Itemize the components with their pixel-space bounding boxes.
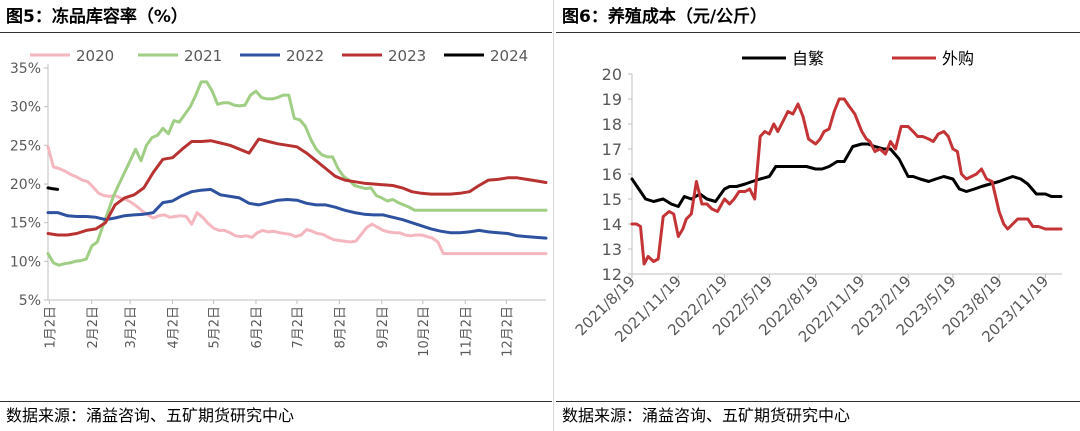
- legend-label-2024: 2024: [490, 47, 528, 65]
- chart-panel-inventory: 图5：冻品库容率（%） 5% 10% 15% 20% 25% 30% 35% 1月2日 2月2日…: [0, 7, 552, 425]
- x-tick-label: 11月2日: [459, 306, 474, 357]
- panel-divider: [553, 0, 554, 431]
- title-rule: [0, 32, 552, 33]
- y-tick-label: 10%: [10, 254, 41, 270]
- chart-title-cost: 图6：养殖成本（元/公斤）: [562, 7, 768, 27]
- y-tick-label: 16: [602, 165, 622, 184]
- x-tick-label: 9月2日: [376, 306, 391, 349]
- legend-label-2021: 2021: [184, 47, 222, 65]
- cost-line-chart: 1213141516171819202021/8/192021/11/19202…: [572, 49, 1063, 346]
- x-tick-label: 10月2日: [417, 306, 432, 357]
- x-tick-label: 1月2日: [43, 306, 58, 349]
- source-rule: [556, 401, 1080, 402]
- y-tick-label: 12: [602, 265, 622, 284]
- series-line-2023: [46, 137, 548, 237]
- y-tick-label: 20: [602, 65, 622, 84]
- y-tick-label: 13: [602, 240, 622, 259]
- x-tick-label: 8月2日: [333, 306, 348, 349]
- y-tick-label: 25%: [10, 138, 41, 154]
- chart-panel-cost: 图6：养殖成本（元/公斤） 12 13 14 15 16 17 18 19 20 2021/8/1…: [556, 0, 1080, 431]
- series-line-2024: [46, 186, 60, 191]
- y-tick-label: 17: [602, 140, 622, 159]
- inventory-line-chart: 5% 10% 15% 20% 25% 30% 35% 1月2日 2月2日 3月2日 4月2日 5月2日…: [10, 47, 548, 357]
- chart-title-inventory: 图5：冻品库容率（%）: [6, 7, 188, 27]
- series-line-2021: [46, 80, 548, 267]
- y-tick-label: 20%: [10, 177, 41, 193]
- y-tick-label: 30%: [10, 100, 41, 116]
- legend-label-自繁: 自繁: [792, 49, 824, 68]
- series-line-2022: [46, 187, 548, 240]
- y-tick-label: 19: [602, 90, 622, 109]
- legend-label-外购: 外购: [942, 49, 974, 68]
- y-tick-label: 5%: [19, 293, 41, 309]
- x-tick-label: 12月2日: [500, 306, 515, 357]
- x-tick-label: 7月2日: [291, 306, 306, 349]
- x-tick-label: 3月2日: [124, 306, 139, 349]
- x-tick-label: 6月2日: [250, 306, 265, 349]
- legend-label-2023: 2023: [388, 47, 426, 65]
- x-tick-label: 2月2日: [86, 306, 101, 349]
- y-tick-label: 15: [602, 190, 622, 209]
- data-source-note: 数据来源：涌益咨询、五矿期货研究中心: [6, 406, 295, 425]
- source-rule: [0, 401, 552, 402]
- y-tick-label: 35%: [10, 61, 41, 77]
- y-tick-label: 18: [602, 115, 622, 134]
- series-line-外购: [630, 97, 1063, 266]
- data-source-note: 数据来源：涌益咨询、五矿期货研究中心: [562, 406, 851, 425]
- y-tick-label: 15%: [10, 216, 41, 232]
- x-tick-label: 5月2日: [208, 306, 223, 349]
- x-tick-label: 4月2日: [167, 306, 182, 349]
- legend-label-2020: 2020: [76, 47, 114, 65]
- title-rule: [556, 32, 1080, 33]
- series-line-自繁: [630, 142, 1063, 208]
- series-line-2020: [46, 145, 548, 256]
- y-tick-label: 14: [602, 215, 622, 234]
- legend-label-2022: 2022: [286, 47, 324, 65]
